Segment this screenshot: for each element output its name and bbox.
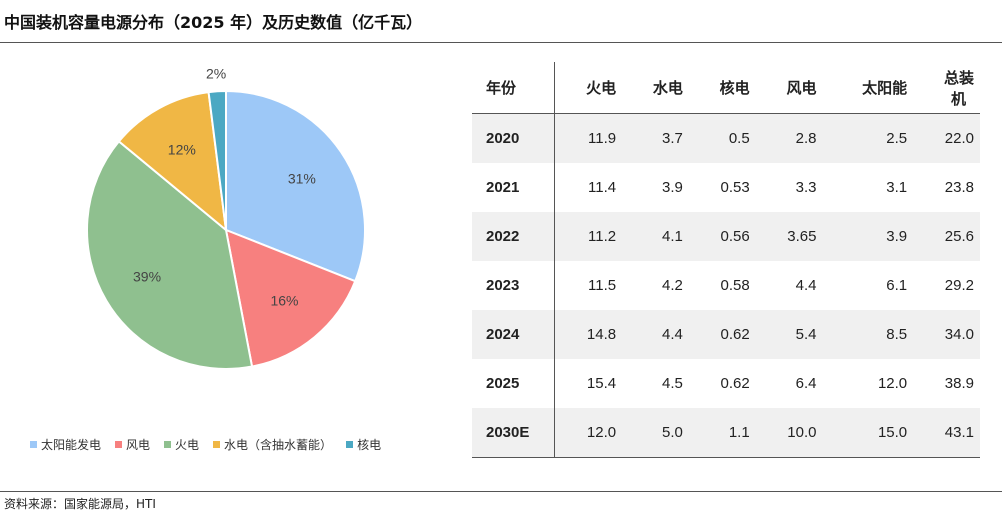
table-row: 2021 11.4 3.9 0.53 3.3 3.1 23.8: [472, 163, 980, 212]
pie-label-0: 31%: [288, 170, 316, 186]
table-header-3: 核电: [688, 62, 756, 114]
table-cell-year: 2021: [472, 163, 555, 212]
table-cell-value: 5.4: [755, 310, 823, 359]
table-cell-value: 4.5: [662, 375, 683, 392]
table-cell-value: 3.9: [662, 179, 683, 196]
table-cell-value: 10.0: [755, 408, 823, 458]
table-cell-value: 23.8: [944, 179, 974, 196]
legend-item-3: 水电（含抽水蓄能）: [213, 436, 332, 453]
legend-swatch-1: [115, 441, 123, 448]
table-cell-year: 2023: [472, 261, 555, 310]
table-cell-value: 4.1: [622, 212, 689, 261]
table-row: 2020 11.9 3.7 0.5 2.8 2.5 22.0: [472, 113, 980, 163]
pie-slice-4: [207, 89, 227, 231]
data-table: 年份 火电 水电 核电 风电 太阳能 总装机 2020 11.9 3.7 0.5 2.8 2.5 22.…: [472, 62, 980, 458]
table-cell-value: 22.0: [913, 113, 980, 163]
table-cell-value: 8.5: [822, 310, 914, 359]
table-cell-value: 34.0: [913, 310, 980, 359]
table-row: 2023 11.5 4.2 0.58 4.4 6.1 29.2: [472, 261, 980, 310]
table-cell-value: 43.1: [913, 408, 980, 458]
table-cell-value: 4.4: [795, 277, 817, 294]
table-cell-value: 14.8: [554, 310, 623, 359]
pie-slice-3: [117, 90, 228, 233]
table-cell-value: 38.9: [944, 375, 974, 392]
table-cell-value: 3.65: [755, 212, 823, 261]
table-header-4: 风电: [755, 62, 823, 114]
pie-label-2: 39%: [133, 269, 161, 285]
table-row: 2030E 12.0 5.0 1.1 10.0 15.0 43.1: [472, 408, 980, 458]
table-cell-value: 12.0: [554, 408, 623, 458]
table-cell-value: 11.4: [588, 179, 617, 196]
table-cell-value: 6.1: [886, 277, 908, 294]
table-cell-value: 3.1: [886, 179, 908, 196]
table-cell-value: 12.0: [877, 375, 908, 392]
table-cell-year: 2030E: [472, 408, 555, 458]
table-header-0: 年份: [472, 62, 555, 114]
legend-swatch-0: [30, 441, 37, 448]
legend-label-1: 风电: [126, 438, 151, 452]
pie-chart: 31% 16% 39% 12% 2%: [86, 65, 366, 370]
pie-label-3: 12%: [168, 142, 196, 158]
page-title: 中国装机容量电源分布（2025 年）及历史数值（亿千瓦）: [4, 13, 423, 32]
table-cell-value: 4.4: [622, 310, 689, 359]
table-cell-year: 2024: [472, 310, 555, 359]
pie-label-4: 2%: [206, 65, 226, 81]
table-cell-value: 2.8: [755, 113, 823, 163]
table-cell-year: 2022: [472, 212, 555, 261]
legend-swatch-4: [346, 441, 354, 448]
table-cell-value: 11.9: [554, 113, 623, 163]
table-cell-value: 0.62: [688, 310, 756, 359]
legend-item-1: 风电: [115, 436, 150, 453]
table-row: 2024 14.8 4.4 0.62 5.4 8.5 34.0: [472, 310, 980, 359]
table-cell-value: 3.3: [795, 179, 817, 196]
legend-item-4: 核电: [346, 436, 381, 453]
legend-label-0: 太阳能发电: [41, 438, 102, 452]
legend-label-3: 水电（含抽水蓄能）: [224, 438, 333, 452]
pie-label-1: 16%: [270, 293, 298, 309]
table-cell-value: 0.53: [720, 179, 750, 196]
legend-label-2: 火电: [175, 438, 200, 452]
table-cell-value: 1.1: [688, 408, 756, 458]
table-cell-value: 5.0: [622, 408, 689, 458]
table-row: 2025 15.4 4.5 0.62 6.4 12.0 38.9: [472, 359, 980, 408]
top-rule: [0, 42, 1002, 43]
table-cell-value: 4.2: [662, 277, 683, 294]
legend-swatch-2: [164, 441, 172, 448]
source-note: 资料来源：国家能源局，HTI: [4, 497, 156, 511]
table-cell-value: 0.5: [688, 113, 756, 163]
table-cell-year: 2020: [472, 113, 555, 163]
table-body: 2020 11.9 3.7 0.5 2.8 2.5 22.0 2021 11.4 3.9 0.53 3…: [472, 113, 980, 458]
pie-slice-1: [224, 228, 357, 368]
table-cell-value: 6.4: [795, 375, 817, 392]
table-cell-value: 3.7: [622, 113, 689, 163]
table-header-6: 总装机: [913, 62, 980, 114]
table-row: 2022 11.2 4.1 0.56 3.65 3.9 25.6: [472, 212, 980, 261]
bottom-rule: [0, 491, 1002, 492]
legend-item-2: 火电: [164, 436, 199, 453]
table-cell-value: 15.0: [822, 408, 914, 458]
table-header-1: 火电: [554, 62, 623, 114]
legend-swatch-3: [213, 441, 221, 448]
table-header-5: 太阳能: [822, 62, 914, 114]
table-cell-value: 25.6: [913, 212, 980, 261]
pie-legend: 太阳能发电 风电 火电 水电（含抽水蓄能） 核电: [30, 436, 381, 453]
table-header-row: 年份 火电 水电 核电 风电 太阳能 总装机: [472, 62, 980, 114]
table-cell-value: 15.4: [586, 375, 617, 392]
table-cell-value: 29.2: [944, 277, 974, 294]
table-cell-value: 0.62: [720, 375, 750, 392]
pie-slice-0: [225, 89, 366, 283]
table-cell-value: 11.5: [588, 277, 617, 294]
table-cell-value: 0.56: [688, 212, 756, 261]
table-cell-value: 2.5: [822, 113, 914, 163]
legend-item-0: 太阳能发电: [30, 436, 101, 453]
table-cell-value: 11.2: [554, 212, 623, 261]
table-cell-value: 3.9: [822, 212, 914, 261]
legend-label-4: 核电: [357, 438, 382, 452]
pie-slice-2: [86, 139, 254, 370]
table-cell-value: 0.58: [720, 277, 750, 294]
table-cell-year: 2025: [472, 359, 555, 408]
table-header-2: 水电: [622, 62, 689, 114]
